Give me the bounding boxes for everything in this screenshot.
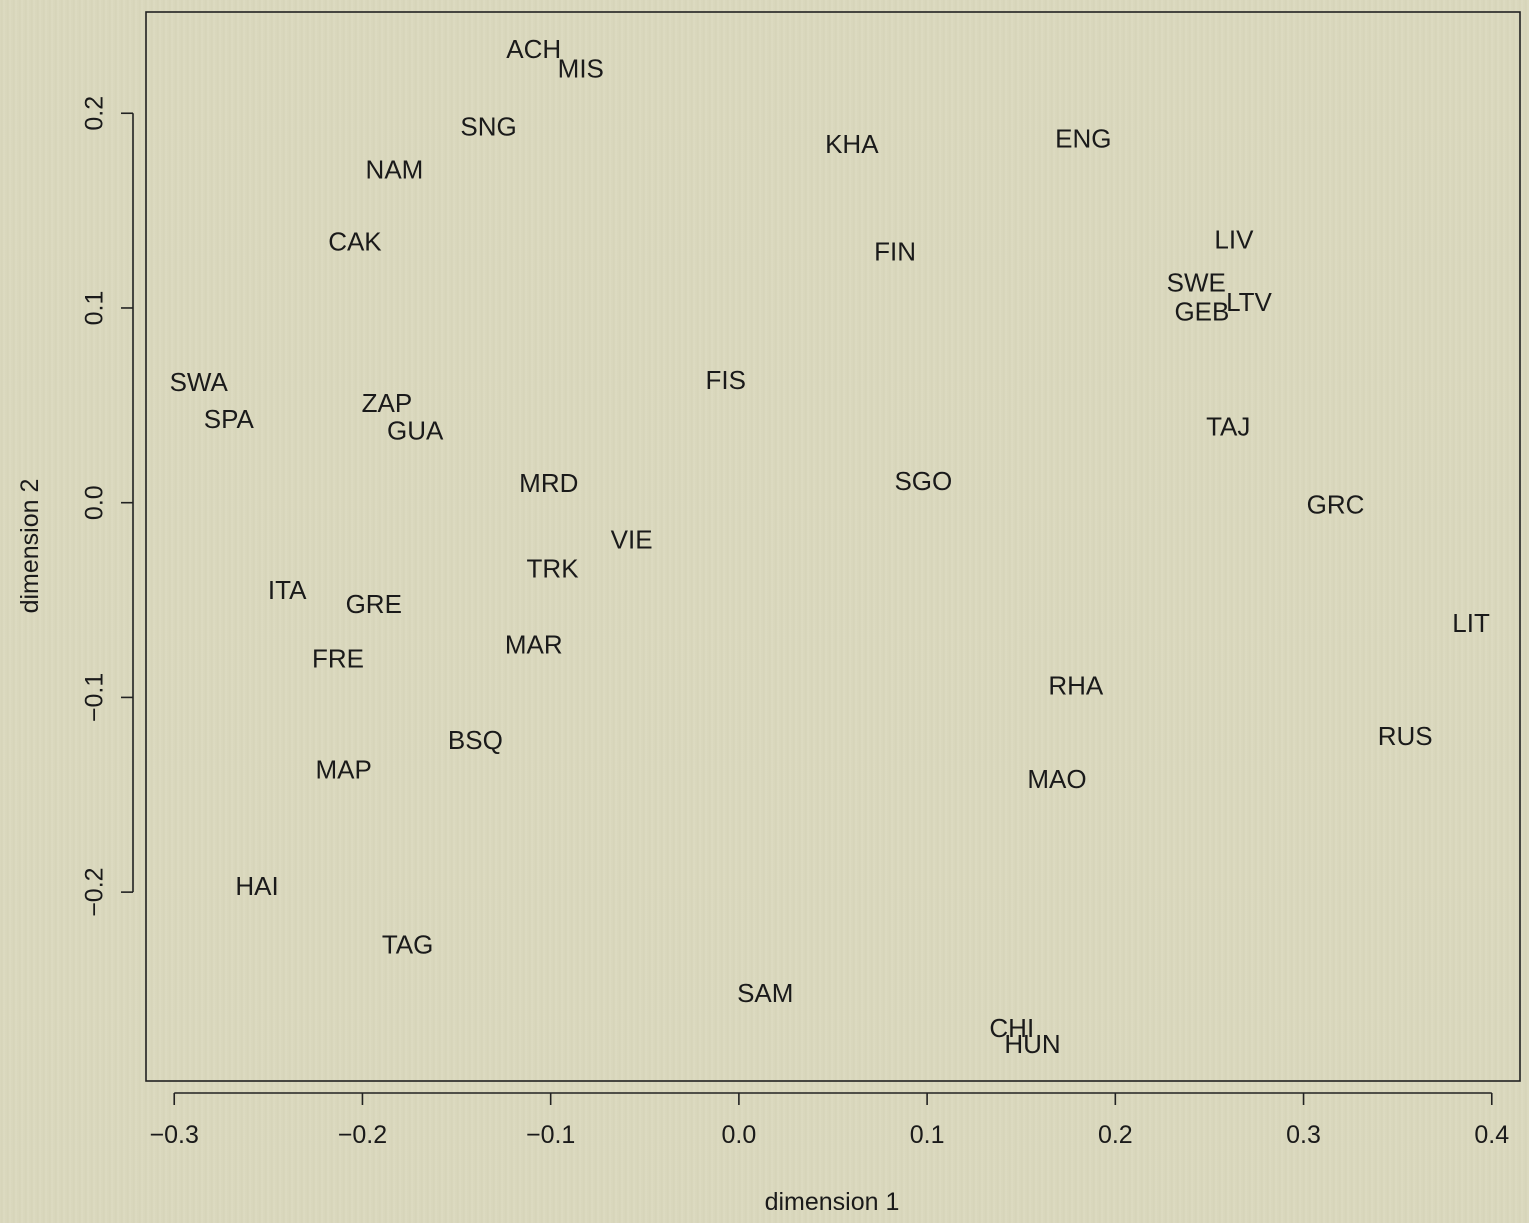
point-label-spa: SPA bbox=[204, 404, 255, 434]
point-label-tag: TAG bbox=[382, 930, 434, 960]
point-label-swe: SWE bbox=[1167, 267, 1226, 297]
point-label-rus: RUS bbox=[1378, 721, 1433, 751]
x-axis-title: dimension 1 bbox=[765, 1188, 900, 1216]
point-label-kha: KHA bbox=[825, 129, 879, 159]
point-label-mrd: MRD bbox=[519, 468, 578, 498]
x-tick-label: 0.4 bbox=[1474, 1121, 1509, 1149]
point-label-fin: FIN bbox=[874, 236, 916, 266]
point-label-gua: GUA bbox=[387, 415, 444, 445]
x-axis: −0.3 −0.2 −0.1 0.0 0.1 0.2 0.3 0.4 bbox=[150, 1092, 1509, 1149]
point-label-eng: ENG bbox=[1055, 123, 1111, 153]
point-label-taj: TAJ bbox=[1206, 412, 1250, 442]
point-label-gre: GRE bbox=[346, 589, 402, 619]
point-label-hai: HAI bbox=[235, 871, 278, 901]
point-label-ltv: LTV bbox=[1226, 287, 1272, 317]
y-tick-label: 0.1 bbox=[81, 291, 109, 326]
point-label-grc: GRC bbox=[1307, 489, 1365, 519]
point-label-hun: HUN bbox=[1004, 1029, 1060, 1059]
point-label-chi: CHI bbox=[989, 1013, 1034, 1043]
point-label-map: MAP bbox=[315, 754, 371, 784]
point-label-geb: GEB bbox=[1174, 297, 1229, 327]
y-tick-label: −0.2 bbox=[81, 867, 109, 916]
point-label-swa: SWA bbox=[170, 367, 229, 397]
y-tick-label: −0.1 bbox=[81, 673, 109, 722]
x-tick-label: −0.1 bbox=[526, 1121, 575, 1149]
point-label-fis: FIS bbox=[705, 365, 745, 395]
y-tick-label: 0.0 bbox=[81, 485, 109, 520]
y-tick-label: 0.2 bbox=[81, 96, 109, 131]
point-label-mis: MIS bbox=[558, 53, 604, 83]
point-label-liv: LIV bbox=[1214, 225, 1254, 255]
point-label-vie: VIE bbox=[611, 525, 653, 555]
point-label-ita: ITA bbox=[268, 575, 307, 605]
point-label-sng: SNG bbox=[460, 112, 516, 142]
x-tick-label: 0.0 bbox=[722, 1121, 757, 1149]
point-label-nam: NAM bbox=[366, 155, 424, 185]
point-label-lit: LIT bbox=[1452, 608, 1490, 638]
point-label-trk: TRK bbox=[527, 554, 580, 584]
point-label-bsq: BSQ bbox=[448, 725, 503, 755]
point-label-zap: ZAP bbox=[362, 388, 413, 418]
point-label-cak: CAK bbox=[328, 227, 382, 257]
x-tick-label: 0.3 bbox=[1286, 1121, 1321, 1149]
x-tick-label: −0.2 bbox=[338, 1121, 387, 1149]
point-label-mao: MAO bbox=[1027, 764, 1086, 794]
point-label-sam: SAM bbox=[737, 978, 793, 1008]
point-label-rha: RHA bbox=[1048, 671, 1104, 701]
x-tick-label: 0.2 bbox=[1098, 1121, 1133, 1149]
plot-frame bbox=[145, 11, 1521, 1082]
point-label-fre: FRE bbox=[312, 643, 364, 673]
point-label-mar: MAR bbox=[505, 630, 563, 660]
point-label-sgo: SGO bbox=[894, 466, 952, 496]
x-tick-label: −0.3 bbox=[150, 1121, 199, 1149]
y-axis-title: dimension 2 bbox=[16, 479, 44, 614]
point-label-ach: ACH bbox=[506, 34, 561, 64]
y-axis: −0.2 −0.1 0.0 0.1 0.2 bbox=[81, 96, 134, 917]
x-tick-label: 0.1 bbox=[910, 1121, 945, 1149]
